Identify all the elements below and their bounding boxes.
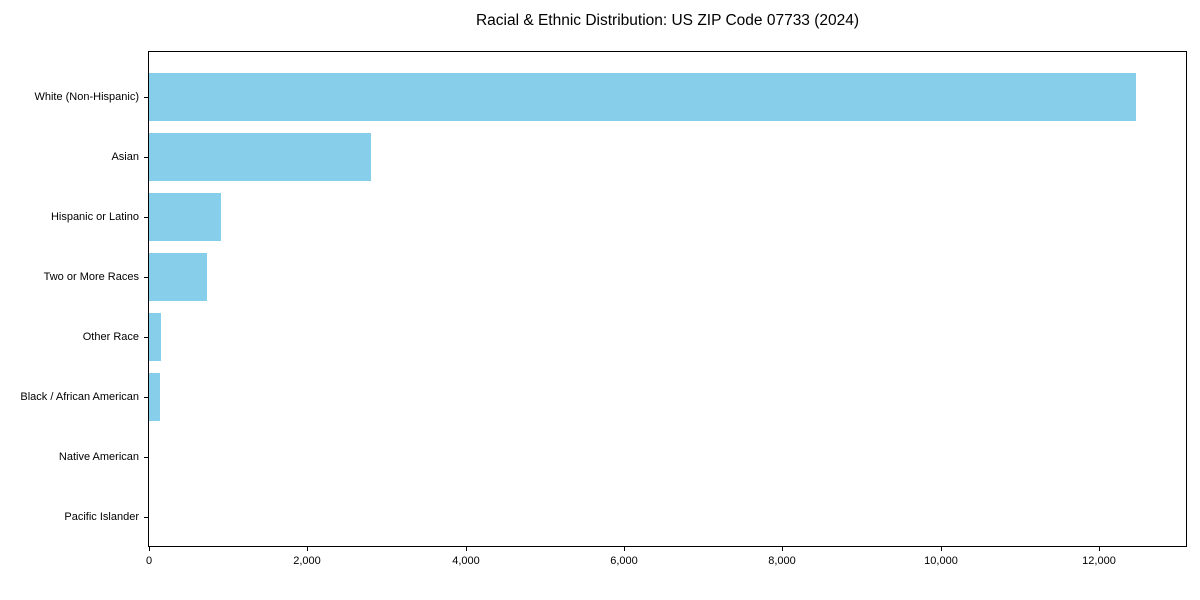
- plot-area: [148, 51, 1187, 547]
- x-tick-mark: [1099, 547, 1100, 551]
- y-tick-mark: [144, 217, 148, 218]
- y-tick-mark: [144, 397, 148, 398]
- y-tick-mark: [144, 517, 148, 518]
- y-tick-mark: [144, 157, 148, 158]
- x-tick-mark: [466, 547, 467, 551]
- y-tick-mark: [144, 97, 148, 98]
- x-tick-mark: [941, 547, 942, 551]
- x-tick-mark: [624, 547, 625, 551]
- bar: [149, 373, 161, 421]
- bar: [149, 73, 1137, 121]
- y-tick-mark: [144, 277, 148, 278]
- y-tick-label: Black / African American: [20, 391, 139, 403]
- x-tick-mark: [782, 547, 783, 551]
- bar: [149, 313, 161, 361]
- y-tick-label: White (Non-Hispanic): [34, 91, 139, 103]
- bar: [149, 193, 222, 241]
- y-tick-label: Other Race: [82, 331, 139, 343]
- x-tick-label: 8,000: [768, 555, 796, 567]
- chart-title: Racial & Ethnic Distribution: US ZIP Cod…: [475, 12, 860, 29]
- x-tick-label: 4,000: [452, 555, 480, 567]
- x-tick-label: 2,000: [293, 555, 321, 567]
- y-tick-mark: [144, 337, 148, 338]
- x-tick-label: 10,000: [924, 555, 958, 567]
- bar: [149, 253, 207, 301]
- y-tick-label: Asian: [111, 151, 139, 163]
- y-tick-label: Two or More Races: [43, 271, 139, 283]
- y-tick-label: Native American: [58, 451, 139, 463]
- y-tick-mark: [144, 457, 148, 458]
- x-tick-label: 12,000: [1082, 555, 1116, 567]
- x-tick-mark: [307, 547, 308, 551]
- bar: [149, 133, 372, 181]
- x-tick-mark: [149, 547, 150, 551]
- y-tick-label: Pacific Islander: [64, 511, 139, 523]
- x-tick-label: 6,000: [610, 555, 638, 567]
- y-tick-label: Hispanic or Latino: [50, 211, 139, 223]
- x-tick-label: 0: [145, 555, 153, 567]
